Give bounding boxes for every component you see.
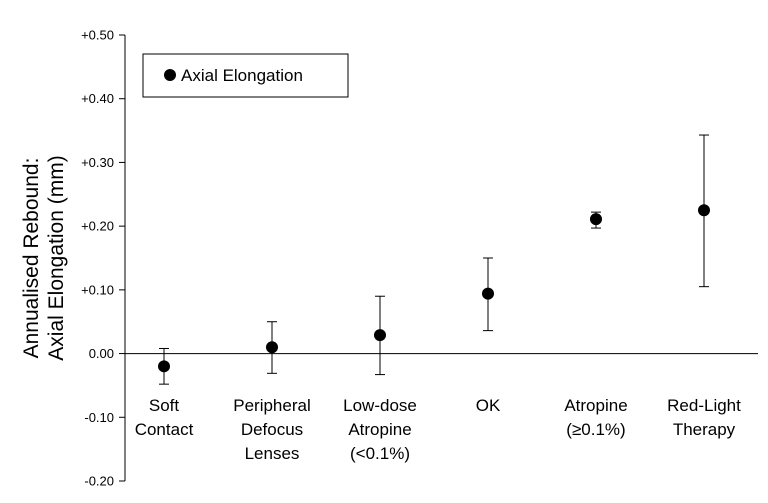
legend-box	[142, 53, 349, 98]
x-category-label: Peripheral Defocus Lenses	[233, 396, 311, 463]
x-category-label: Low-dose Atropine (<0.1%)	[343, 396, 417, 463]
x-category-labels: Soft Contact Peripheral Defocus Lenses Low-do…	[135, 396, 741, 463]
y-tick-label: +0.20	[81, 219, 114, 234]
y-axis-title-line: Annualised Rebound:	[20, 158, 43, 359]
y-tick-label: -0.10	[84, 410, 114, 425]
x-category-label-line: Soft	[149, 396, 180, 415]
x-category-label: Soft Contact	[135, 396, 194, 439]
x-category-label-line: Red-Light	[667, 396, 741, 415]
y-tick-label: +0.50	[81, 28, 114, 43]
y-axis-label: Annualised Rebound:Axial Elongation (mm)	[20, 155, 68, 360]
x-category-label-line: Therapy	[673, 420, 736, 439]
data-point	[482, 287, 494, 300]
x-category-label-line: Low-dose	[343, 396, 417, 415]
y-tick-label: 0.00	[89, 346, 114, 361]
legend-marker-icon	[164, 69, 176, 81]
data-point	[374, 329, 386, 342]
x-category-label-line: Lenses	[245, 444, 300, 463]
x-category-label: Atropine (≥0.1%)	[564, 396, 627, 439]
axis-layer	[119, 34, 758, 482]
data-marks	[158, 134, 710, 385]
x-category-label-line: Atropine	[348, 420, 411, 439]
data-point	[698, 204, 710, 217]
y-axis-title: Annualised Rebound:Axial Elongation (mm)	[20, 155, 68, 360]
y-tick-label: +0.10	[81, 282, 114, 297]
x-category-label-line: Atropine	[564, 396, 627, 415]
y-tick-label: +0.30	[81, 155, 114, 170]
x-category-label-line: Peripheral	[233, 396, 311, 415]
x-category-label: Red-Light Therapy	[667, 396, 741, 439]
legend: Axial Elongation	[142, 53, 349, 98]
x-category-label: OK	[476, 396, 501, 415]
y-tick-label: +0.40	[81, 91, 114, 106]
y-tick-label: -0.20	[84, 474, 114, 489]
data-point	[266, 341, 278, 354]
legend-label: Axial Elongation	[181, 66, 303, 85]
data-point	[590, 213, 602, 226]
y-tick-labels: +0.50 +0.40 +0.30 +0.20 +0.10 0.00 -0.10 -0.20	[81, 28, 114, 489]
x-category-label-line: Contact	[135, 420, 194, 439]
y-axis-title-line: Axial Elongation (mm)	[45, 155, 68, 360]
data-point	[158, 360, 170, 373]
x-category-label-line: Defocus	[241, 420, 303, 439]
x-category-label-line: (<0.1%)	[350, 444, 410, 463]
x-category-label-line: OK	[476, 396, 501, 415]
x-category-label-line: (≥0.1%)	[566, 420, 625, 439]
